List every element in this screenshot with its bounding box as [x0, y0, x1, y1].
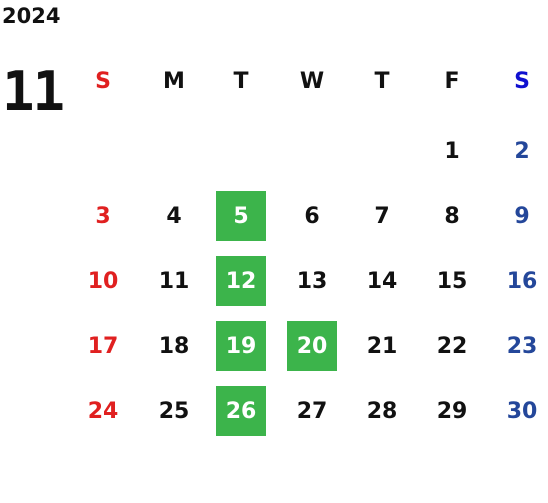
day: 18 — [158, 333, 190, 359]
day: 6 — [304, 203, 320, 229]
day: 25 — [158, 398, 190, 424]
day: 2 — [514, 138, 530, 164]
day: 11 — [158, 268, 190, 294]
day: 9 — [514, 203, 530, 229]
day: 30 — [506, 398, 538, 424]
highlighted-day: 12 — [216, 256, 266, 306]
month: 11 — [2, 60, 65, 123]
weekday: T — [233, 68, 249, 94]
day: 7 — [374, 203, 390, 229]
day: 21 — [366, 333, 398, 359]
day: 29 — [436, 398, 468, 424]
weekday: W — [299, 68, 325, 94]
day: 16 — [506, 268, 538, 294]
highlighted-day: 19 — [216, 321, 266, 371]
weekday: F — [444, 68, 460, 94]
day: 1 — [444, 138, 460, 164]
highlighted-day: 5 — [216, 191, 266, 241]
day: 15 — [436, 268, 468, 294]
day: 10 — [87, 268, 119, 294]
weekday: T — [374, 68, 390, 94]
day: 22 — [436, 333, 468, 359]
day: 28 — [366, 398, 398, 424]
day: 14 — [366, 268, 398, 294]
day: 17 — [87, 333, 119, 359]
weekday: S — [95, 68, 111, 94]
day: 13 — [296, 268, 328, 294]
weekday: S — [514, 68, 530, 94]
day: 23 — [506, 333, 538, 359]
day: 3 — [95, 203, 111, 229]
day: 27 — [296, 398, 328, 424]
day: 4 — [166, 203, 182, 229]
day: 8 — [444, 203, 460, 229]
day: 24 — [87, 398, 119, 424]
highlighted-day: 20 — [287, 321, 337, 371]
year: 2024 — [2, 4, 61, 28]
highlighted-day: 26 — [216, 386, 266, 436]
weekday: M — [163, 68, 185, 94]
